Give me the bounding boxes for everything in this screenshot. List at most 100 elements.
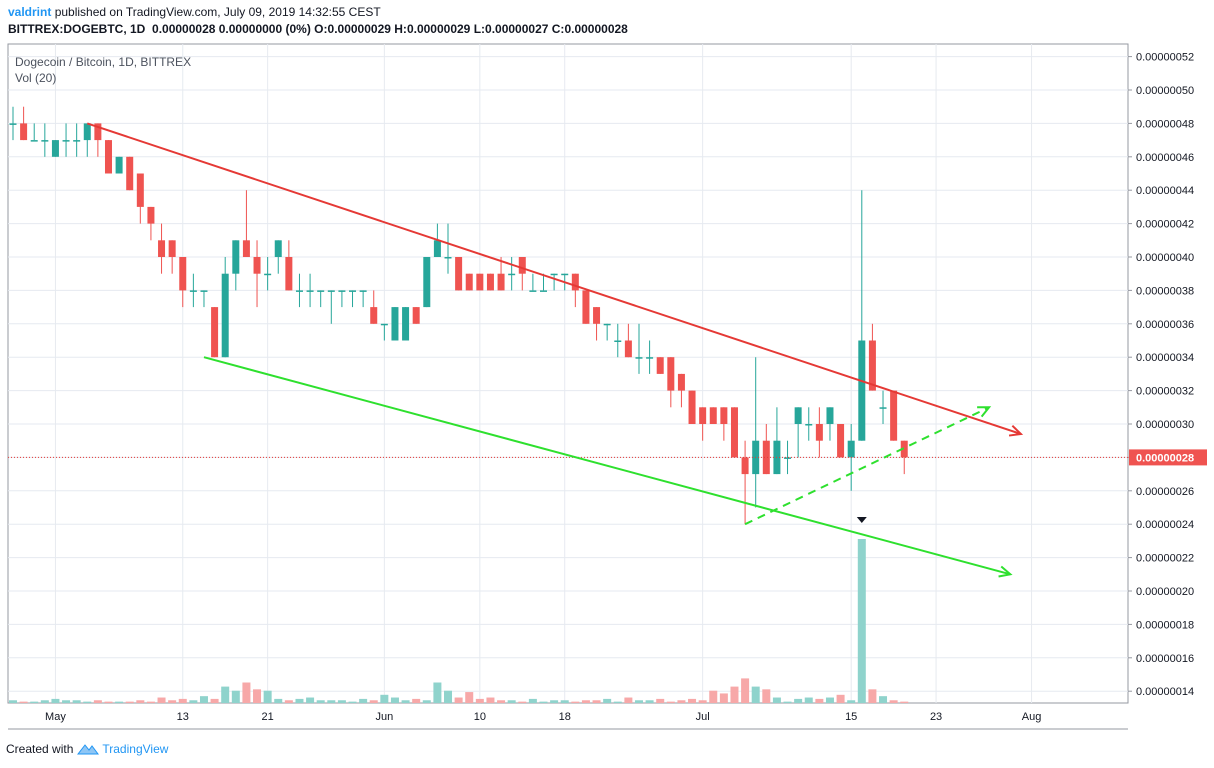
trendline-rising-support bbox=[744, 406, 990, 526]
tradingview-brand[interactable]: TradingView bbox=[102, 742, 169, 756]
candle-body bbox=[62, 140, 70, 142]
candle-body bbox=[104, 140, 112, 174]
high-label: H: bbox=[394, 22, 407, 36]
volume-bar bbox=[125, 701, 134, 703]
candle-body bbox=[211, 307, 219, 358]
candle-body bbox=[826, 407, 834, 424]
last-price-tag bbox=[1129, 449, 1207, 466]
candle-body bbox=[879, 407, 887, 409]
volume-bar bbox=[242, 682, 251, 703]
candle-body bbox=[518, 257, 526, 274]
volume-bar bbox=[836, 694, 845, 703]
trendline-arrowhead bbox=[977, 406, 992, 418]
x-tick-label: 18 bbox=[559, 711, 571, 723]
footer: Created with TradingView bbox=[6, 742, 168, 756]
ohlc-header: BITTREX:DOGEBTC, 1D 0.00000028 0.0000000… bbox=[8, 22, 628, 36]
candle-body bbox=[423, 257, 431, 308]
volume-bar bbox=[666, 701, 675, 703]
candle-body bbox=[359, 290, 367, 292]
legend-title: Dogecoin / Bitcoin, 1D, BITTREX bbox=[15, 55, 192, 69]
volume-bar bbox=[348, 701, 357, 703]
volume-bar bbox=[306, 697, 315, 703]
candle-body bbox=[200, 290, 208, 292]
candle-body bbox=[486, 273, 494, 291]
candle-body bbox=[306, 290, 314, 292]
candle-body bbox=[317, 290, 325, 292]
candle-body bbox=[847, 440, 855, 458]
volume-bar bbox=[804, 697, 813, 703]
volume-bar bbox=[528, 698, 537, 703]
volume-bar bbox=[444, 690, 453, 703]
volume-bar bbox=[93, 700, 102, 703]
candle-body bbox=[646, 357, 654, 359]
volume-bar bbox=[592, 700, 601, 703]
volume-bar bbox=[688, 698, 697, 703]
candle-body bbox=[274, 240, 282, 257]
candle-body bbox=[741, 457, 749, 475]
y-tick-label: 0.00000016 bbox=[1136, 653, 1194, 665]
volume-bar bbox=[83, 701, 92, 703]
candle-body bbox=[402, 307, 410, 341]
candle-body bbox=[815, 424, 823, 441]
author-name[interactable]: valdrint bbox=[8, 5, 52, 19]
candle-body bbox=[794, 407, 802, 424]
candle-body bbox=[179, 257, 187, 291]
candle-body bbox=[380, 323, 388, 326]
candle-body bbox=[730, 407, 738, 458]
volume-bar bbox=[412, 698, 421, 703]
volume-bar bbox=[730, 686, 739, 703]
volume-bar bbox=[316, 700, 325, 703]
volume-bar bbox=[634, 700, 643, 703]
candle-body bbox=[868, 340, 876, 391]
candle-body bbox=[540, 290, 547, 292]
candle-body bbox=[412, 307, 420, 324]
candle-body bbox=[699, 407, 707, 424]
candle-body bbox=[338, 290, 346, 292]
x-tick-label: Jul bbox=[696, 711, 710, 723]
candle-body bbox=[41, 140, 49, 142]
candle-body bbox=[624, 340, 632, 358]
y-tick-label: 0.00000042 bbox=[1136, 219, 1194, 231]
volume-bar bbox=[30, 701, 39, 703]
volume-bar bbox=[847, 700, 856, 703]
volume-bar bbox=[51, 698, 60, 703]
y-tick-label: 0.00000020 bbox=[1136, 586, 1194, 598]
x-tick-label: 15 bbox=[845, 711, 857, 723]
candle-body bbox=[126, 156, 134, 191]
y-tick-label: 0.00000024 bbox=[1136, 519, 1194, 531]
candle-body bbox=[476, 273, 484, 291]
volume-bar bbox=[104, 701, 113, 703]
volume-bar bbox=[709, 690, 718, 703]
candle-body bbox=[508, 273, 516, 276]
candle-body bbox=[115, 156, 123, 174]
candle-body bbox=[465, 273, 473, 291]
volume-bar bbox=[677, 700, 686, 703]
volume-bar bbox=[751, 686, 760, 703]
volume-bar bbox=[337, 700, 346, 703]
volume-bar bbox=[475, 698, 484, 703]
candle-body bbox=[147, 206, 155, 224]
y-tick-label: 0.00000050 bbox=[1136, 85, 1194, 97]
candle-body bbox=[603, 323, 611, 326]
trendline-support bbox=[203, 356, 1011, 576]
candle-body bbox=[593, 307, 601, 324]
y-tick-label: 0.00000018 bbox=[1136, 619, 1194, 631]
legend-volume: Vol (20) bbox=[15, 71, 57, 85]
volume-bar bbox=[889, 700, 898, 703]
volume-bar bbox=[157, 697, 166, 703]
candle-body bbox=[158, 240, 166, 257]
y-tick-label: 0.00000038 bbox=[1136, 285, 1194, 297]
created-with-text: Created with bbox=[6, 742, 74, 756]
volume-bar bbox=[879, 696, 888, 703]
candle-body bbox=[455, 257, 463, 291]
volume-bar bbox=[741, 678, 750, 703]
y-tick-label: 0.00000026 bbox=[1136, 486, 1194, 498]
volume-bar bbox=[656, 698, 665, 703]
candle-body bbox=[677, 373, 685, 391]
candle-body bbox=[571, 273, 579, 291]
y-tick-label: 0.00000046 bbox=[1136, 152, 1194, 164]
candle-body bbox=[232, 240, 240, 274]
candle-body bbox=[9, 123, 17, 125]
volume-bar bbox=[857, 539, 866, 703]
